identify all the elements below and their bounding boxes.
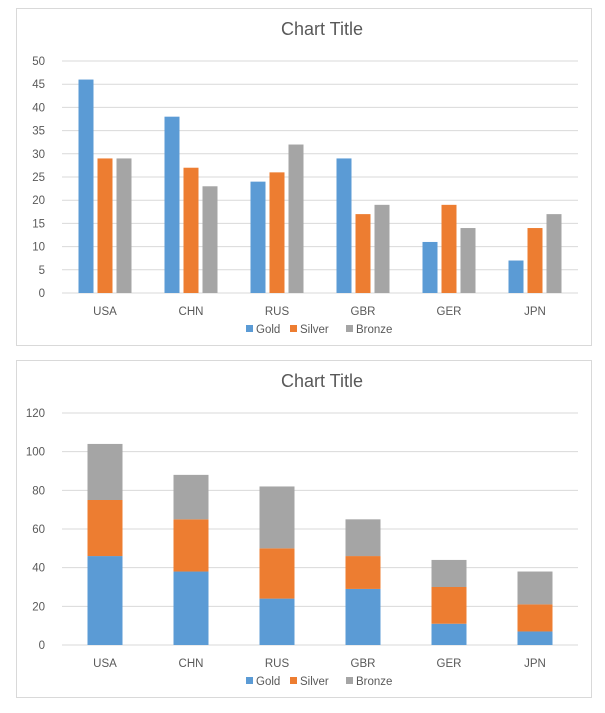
y-tick-label: 0 xyxy=(39,640,45,652)
stacked-segment-bronze-chn xyxy=(173,474,209,520)
x-tick-label: GER xyxy=(437,306,462,318)
x-tick-label: USA xyxy=(93,658,117,670)
stacked-segment-bronze-ger xyxy=(431,559,467,587)
legend-label-bronze: Bronze xyxy=(356,676,392,688)
bar-gold-ger xyxy=(422,241,438,293)
y-tick-label: 20 xyxy=(32,195,45,207)
x-tick-label: CHN xyxy=(179,306,204,318)
y-tick-label: 10 xyxy=(32,242,45,254)
stacked-segment-gold-jpn xyxy=(517,631,553,645)
y-tick-label: 40 xyxy=(32,102,45,114)
stacked-segment-bronze-rus xyxy=(259,486,295,549)
x-tick-label: GBR xyxy=(351,658,376,670)
clustered-bar-chart-svg: Chart Title 0 5 10 15 20 25 30 35 40 45 50 USA CHN RUS… xyxy=(32,19,578,336)
bar-gold-chn xyxy=(164,116,180,294)
bar-silver-chn xyxy=(183,167,199,293)
stacked-segment-silver-gbr xyxy=(345,556,381,589)
stacked-segment-gold-gbr xyxy=(345,588,381,645)
stacked-segment-silver-rus xyxy=(259,548,295,599)
stacked-segment-silver-chn xyxy=(173,519,209,572)
x-tick-label: USA xyxy=(93,306,117,318)
stacked-bar-chart-svg: Chart Title 0 20 40 60 80 100 120 USA CHN RUS GBR GE… xyxy=(26,371,578,688)
clustered-bar-chart: Chart Title 0 5 10 15 20 25 30 35 40 45 50 USA CHN RUS… xyxy=(16,8,592,346)
bar-bronze-gbr xyxy=(374,204,390,293)
x-tick-label: RUS xyxy=(265,658,290,670)
x-tick-label: JPN xyxy=(524,658,546,670)
bar-bronze-rus xyxy=(288,144,304,293)
bar-silver-usa xyxy=(97,158,113,293)
stacked-segment-silver-ger xyxy=(431,587,467,624)
stacked-segment-gold-ger xyxy=(431,623,467,645)
stacked-segment-bronze-gbr xyxy=(345,519,381,557)
y-tick-label: 60 xyxy=(32,524,45,536)
y-tick-label: 80 xyxy=(32,485,45,497)
y-tick-label: 20 xyxy=(32,601,45,613)
chart-title: Chart Title xyxy=(281,371,363,391)
y-tick-label: 25 xyxy=(32,172,45,184)
y-tick-label: 100 xyxy=(26,447,45,459)
bar-gold-rus xyxy=(250,181,266,293)
bar-bronze-jpn xyxy=(546,214,562,293)
bar-silver-rus xyxy=(269,172,285,293)
stacked-segment-silver-usa xyxy=(87,500,123,557)
x-tick-label: GBR xyxy=(351,306,376,318)
stacked-segment-gold-rus xyxy=(259,598,295,645)
stacked-segment-bronze-jpn xyxy=(517,571,553,605)
bar-silver-gbr xyxy=(355,214,371,293)
y-tick-label: 120 xyxy=(26,408,45,420)
legend-swatch-gold xyxy=(246,325,253,332)
stacked-segment-gold-chn xyxy=(173,571,209,645)
bar-silver-ger xyxy=(441,204,457,293)
bar-gold-gbr xyxy=(336,158,352,293)
bar-bronze-ger xyxy=(460,228,476,293)
y-tick-label: 5 xyxy=(39,265,45,277)
bar-gold-jpn xyxy=(508,260,524,293)
y-tick-label: 50 xyxy=(32,56,45,68)
x-tick-label: GER xyxy=(437,658,462,670)
legend-label-bronze: Bronze xyxy=(356,324,392,336)
stacked-bar-chart: Chart Title 0 20 40 60 80 100 120 USA CHN RUS GBR GE… xyxy=(16,360,592,698)
legend-swatch-bronze xyxy=(346,325,353,332)
chart-title: Chart Title xyxy=(281,19,363,39)
legend-swatch-silver xyxy=(290,325,297,332)
y-tick-label: 30 xyxy=(32,149,45,161)
legend-label-gold: Gold xyxy=(256,324,280,336)
bar-bronze-usa xyxy=(116,158,132,293)
y-tick-label: 15 xyxy=(32,218,45,230)
legend-swatch-gold xyxy=(246,677,253,684)
stacked-segment-silver-jpn xyxy=(517,604,553,632)
x-tick-label: RUS xyxy=(265,306,290,318)
y-tick-label: 40 xyxy=(32,563,45,575)
x-tick-label: CHN xyxy=(179,658,204,670)
y-tick-label: 0 xyxy=(39,288,45,300)
bar-bronze-chn xyxy=(202,186,218,293)
legend-label-silver: Silver xyxy=(300,676,329,688)
y-tick-label: 35 xyxy=(32,126,45,138)
legend-label-silver: Silver xyxy=(300,324,329,336)
legend-swatch-silver xyxy=(290,677,297,684)
bar-silver-jpn xyxy=(527,228,543,293)
x-tick-label: JPN xyxy=(524,306,546,318)
bar-gold-usa xyxy=(78,79,94,293)
legend-swatch-bronze xyxy=(346,677,353,684)
stacked-segment-gold-usa xyxy=(87,556,123,645)
y-tick-label: 45 xyxy=(32,79,45,91)
legend-label-gold: Gold xyxy=(256,676,280,688)
stacked-segment-bronze-usa xyxy=(87,443,123,500)
